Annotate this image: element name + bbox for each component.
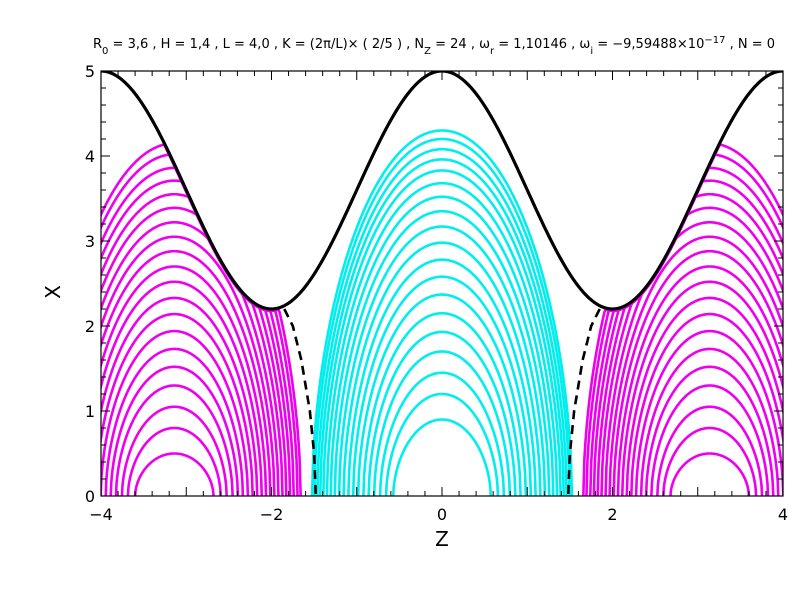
title-segment: , N = 0 [725, 37, 775, 52]
right-contour [669, 452, 751, 496]
y-tick-label: 0 [85, 487, 95, 506]
x-tick-label: 0 [437, 505, 447, 524]
separatrix-lines [283, 308, 601, 496]
right-contour [662, 426, 758, 496]
left-contour [120, 405, 228, 496]
y-tick-label: 1 [85, 402, 95, 421]
title-segment: −17 [704, 35, 725, 46]
right-contour [620, 280, 783, 496]
title-segment: R [93, 37, 102, 52]
central-contour [325, 181, 559, 496]
central-contour [351, 275, 533, 496]
axis-ticks [100, 70, 784, 497]
central-contour [367, 330, 517, 496]
central-contour [391, 418, 493, 496]
x-tick-label: 2 [607, 505, 617, 524]
right-contour [630, 312, 783, 496]
title-segment: = 24 , ω [431, 37, 490, 52]
left-contour [104, 347, 245, 496]
y-tick-label: 2 [85, 317, 95, 336]
contour-lines [101, 129, 783, 496]
central-contour [313, 137, 571, 496]
x-axis-label: Z [435, 527, 449, 551]
separatrix-line [566, 308, 601, 496]
title-segment: = −9,59488×10 [593, 37, 704, 52]
central-contour [329, 195, 555, 496]
left-contour [101, 265, 268, 496]
plot-frame [100, 70, 784, 497]
right-contour [656, 405, 764, 496]
x-tick-label: −2 [260, 505, 284, 524]
title-segment: Z [424, 46, 431, 57]
left-contour [101, 312, 254, 496]
right-contour [616, 265, 783, 496]
central-contour [316, 147, 568, 496]
title-segment: = 1,10146 , ω [494, 37, 590, 52]
right-contour [644, 365, 775, 496]
tick-labels: −4 −2 0 2 4 0 1 2 3 4 5 [85, 62, 788, 524]
central-contour [372, 350, 512, 496]
central-contour [384, 392, 500, 496]
right-contour [625, 296, 783, 496]
left-contour [114, 384, 234, 496]
y-tick-label: 3 [85, 232, 95, 251]
right-contour [608, 235, 783, 496]
chart-title: R0 = 3,6 , H = 1,4 , L = 4,0 , K = (2π/L… [93, 35, 775, 57]
right-contour [634, 329, 783, 496]
right-contour [650, 384, 770, 496]
left-contour [101, 280, 264, 496]
left-contour [101, 296, 259, 496]
boundary-curve [101, 71, 783, 311]
x-tick-label: −4 [89, 505, 113, 524]
title-segment: 0 [102, 46, 108, 57]
title-segment: = 3,6 , H = 1,4 , L = 4,0 , K = (2π/L)× … [108, 37, 424, 52]
central-contour [337, 225, 547, 496]
central-contour [362, 311, 522, 496]
x-tick-label: 4 [778, 505, 788, 524]
left-contour [101, 249, 272, 496]
left-contour [101, 235, 276, 496]
y-tick-label: 4 [85, 147, 95, 166]
right-contour [612, 249, 783, 496]
boundary-line [101, 71, 783, 311]
right-contour [639, 347, 780, 496]
left-contour [133, 452, 215, 496]
central-contour [333, 209, 551, 496]
central-contour [322, 169, 562, 496]
left-contour [101, 329, 250, 496]
central-contour [310, 129, 574, 496]
central-contour [318, 158, 566, 496]
central-contour [378, 371, 506, 496]
right-contour [604, 220, 783, 496]
y-axis-label: X [41, 285, 65, 299]
y-tick-label: 5 [85, 62, 95, 81]
left-contour [126, 426, 222, 496]
central-contour [347, 258, 537, 496]
title-segment: i [590, 46, 593, 57]
left-contour [101, 220, 280, 496]
central-contour [342, 241, 542, 496]
left-contour [109, 365, 240, 496]
separatrix-line [283, 308, 318, 496]
title-segment: r [490, 46, 495, 57]
central-contour [356, 293, 528, 496]
left-contour [101, 179, 292, 496]
